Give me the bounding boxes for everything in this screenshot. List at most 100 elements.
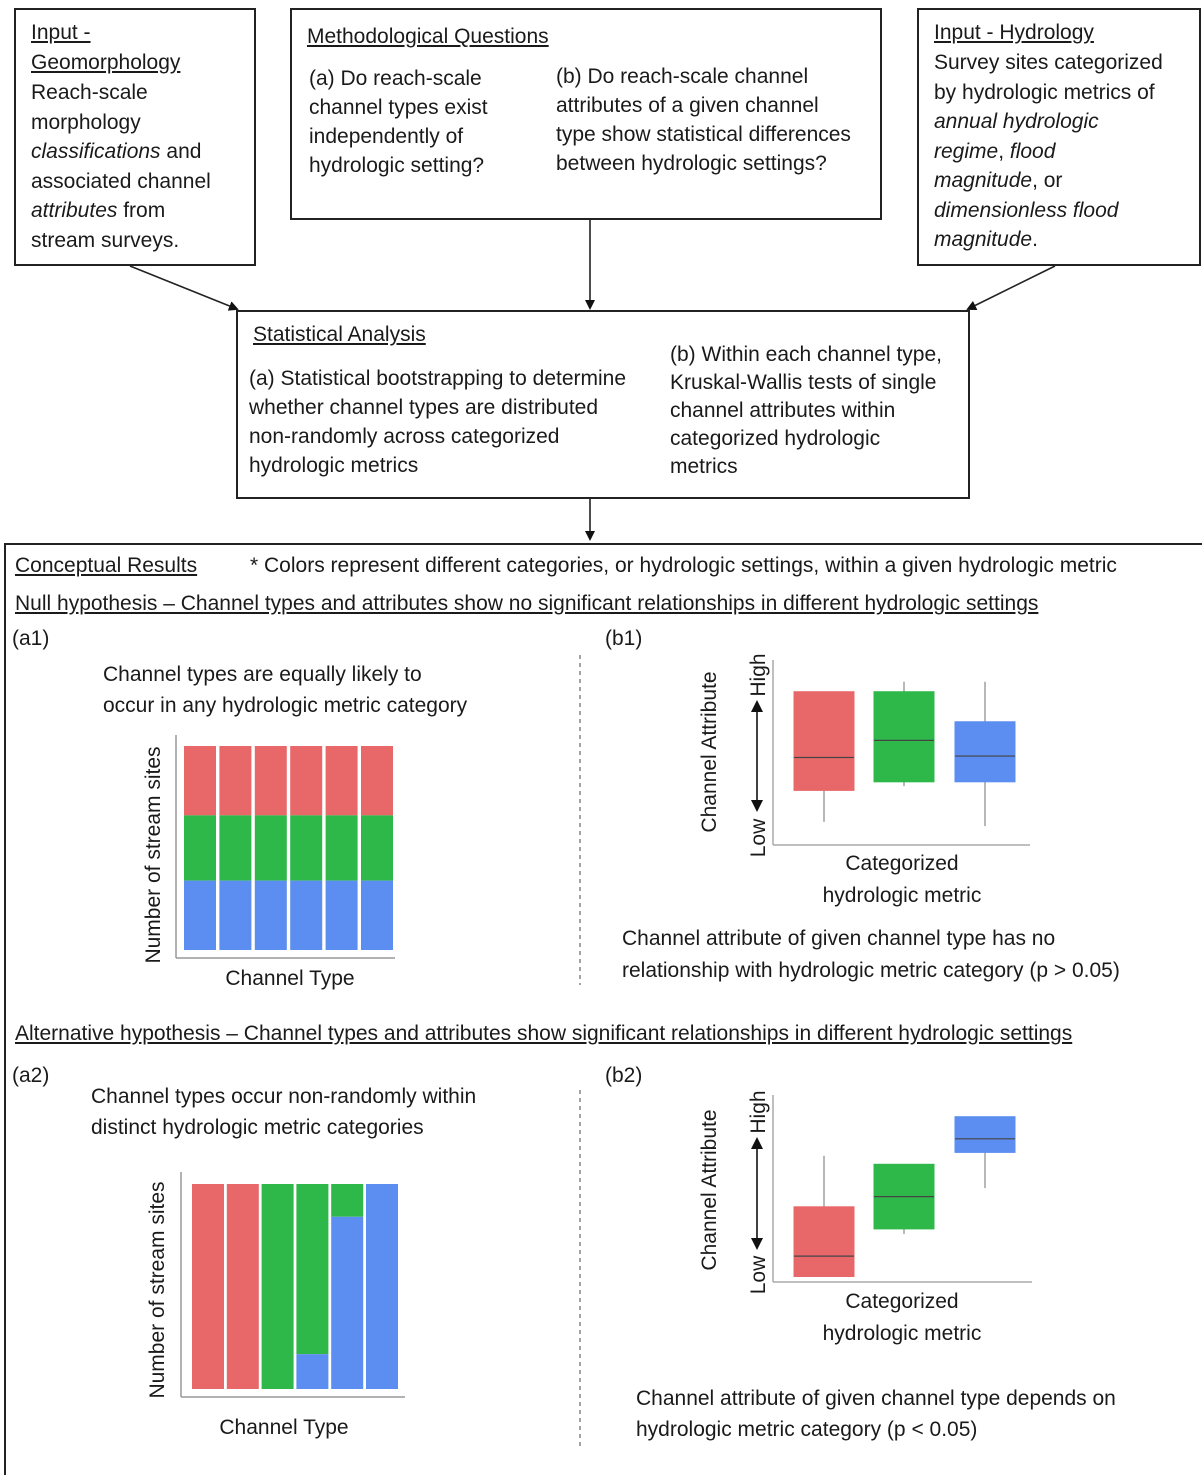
methodological-question_a-line: independently of	[309, 125, 464, 148]
methodological-question_a-line: channel types exist	[309, 96, 488, 119]
geomorphology-body-line: stream surveys.	[31, 228, 180, 252]
geomorphology-heading-1: Input -	[31, 21, 91, 44]
caption-b2-line1: Channel attribute of given channel type …	[636, 1387, 1116, 1410]
b2-arrow-up-icon	[751, 1137, 763, 1149]
geomorphology-heading-2: Geomorphology	[31, 51, 181, 74]
panel-tag-a1: (a1)	[12, 627, 50, 650]
statistical-analysis_b-line: categorized hydrologic	[670, 427, 881, 450]
statistical-analysis_b-line: metrics	[670, 455, 738, 478]
caption-b1-line2: relationship with hydrologic metric cate…	[622, 959, 1120, 982]
a2-bar-segment-red	[192, 1184, 224, 1389]
flow-arrows	[129, 220, 1056, 541]
a2-x-axis-label: Channel Type	[219, 1416, 348, 1439]
a1-bar-segment-blue	[219, 880, 252, 950]
hydrology-body-line: magnitude, or	[934, 169, 1063, 192]
hydrology-body-line: by hydrologic metrics of	[934, 80, 1155, 104]
a1-bar-segment-red	[290, 746, 323, 816]
caption-b2-line2: hydrologic metric category (p < 0.05)	[636, 1418, 978, 1441]
b1-x-axis-label: hydrologic metric	[823, 884, 982, 907]
b1-box-green	[873, 691, 935, 783]
statistical-analysis_b-line: (b) Within each channel type,	[670, 343, 942, 366]
geomorphology-input-box: Input - Geomorphology Reach-scale morphol…	[14, 8, 256, 266]
hydrology-input-box: Input - Hydrology Survey sites categoriz…	[917, 8, 1201, 266]
geomorphology-body-line: Reach-scale	[31, 81, 148, 104]
methodological-question_b-line: attributes of a given channel	[556, 94, 819, 117]
results-heading: Conceptual Results	[15, 554, 198, 577]
methodological-question_b-line: (b) Do reach-scale channel	[556, 65, 809, 88]
a1-bar-segment-green	[184, 815, 216, 881]
methodological-question_a-line: (a) Do reach-scale	[309, 67, 482, 90]
b2-x-axis-label: Categorized	[845, 1290, 958, 1313]
statistical-analysis_a-line: hydrologic metrics	[249, 454, 419, 477]
a1-bar-segment-green	[361, 815, 393, 881]
b1-box-blue	[954, 721, 1016, 783]
a1-bar-segment-blue	[325, 880, 358, 950]
null-hypothesis-heading: Null hypothesis – Channel types and attr…	[15, 592, 1039, 615]
b1-x-axis-label: Categorized	[845, 852, 958, 875]
a1-x-axis-label: Channel Type	[225, 967, 354, 990]
b1-y-axis-label: Channel Attribute	[698, 671, 721, 832]
a2-bar-segment-red	[226, 1184, 259, 1389]
b2-box-blue	[954, 1116, 1016, 1153]
a1-bar-segment-green	[219, 815, 252, 881]
a2-bar-segment-blue	[366, 1184, 398, 1389]
statistical-analysis_a-line: non-randomly across categorized	[249, 425, 560, 448]
a2-bar-segment-green	[331, 1184, 364, 1217]
statistical-analysis-box: Statistical Analysis (a) Statistical boo…	[236, 310, 970, 499]
methodological-question_a-line: hydrologic setting?	[309, 154, 485, 177]
geomorphology-body-line: classifications and	[31, 140, 202, 163]
statistical-analysis_a-line: (a) Statistical bootstrapping to determi…	[249, 367, 627, 390]
b1-arrow-down-icon	[751, 800, 763, 812]
hydrology-heading: Input - Hydrology	[934, 21, 1094, 44]
statistical-analysis_b-line: channel attributes within	[670, 399, 896, 422]
caption-b1-line1: Channel attribute of given channel type …	[622, 927, 1056, 950]
a1-y-axis-label: Number of stream sites	[142, 746, 165, 963]
a2-bar-segment-green	[296, 1184, 329, 1355]
a2-y-axis-label: Number of stream sites	[146, 1181, 169, 1398]
a1-bar-segment-blue	[254, 880, 287, 950]
b2-y-axis-label: Channel Attribute	[698, 1109, 721, 1270]
caption-a1-line1: Channel types are equally likely to	[103, 663, 422, 686]
a1-bar-segment-blue	[290, 880, 323, 950]
a1-bar-segment-green	[325, 815, 358, 881]
panel-tag-b2: (b2)	[605, 1064, 643, 1087]
statistical-heading: Statistical Analysis	[253, 323, 426, 346]
hydrology-body-line: annual hydrologic	[934, 110, 1099, 133]
a1-bar-segment-blue	[184, 880, 216, 950]
hydrology-body-line: dimensionless flood	[934, 198, 1119, 222]
b2-low-label: Low	[747, 1255, 770, 1294]
a1-bar-segment-green	[254, 815, 287, 881]
results-color-note: * Colors represent different categories,…	[250, 554, 1117, 577]
a1-bar-segment-red	[325, 746, 358, 816]
alt-hypothesis-heading: Alternative hypothesis – Channel types a…	[15, 1022, 1073, 1045]
geomorphology-body-line: associated channel	[31, 169, 211, 193]
b2-high-label: High	[747, 1090, 770, 1133]
hydrology-body-line: Survey sites categorized	[934, 51, 1163, 74]
hydrology-body-line: regime, flood	[934, 139, 1056, 163]
a1-bar-segment-red	[184, 746, 216, 816]
panel-tag-b1: (b1)	[605, 627, 643, 650]
caption-a2-line1: Channel types occur non-randomly within	[91, 1085, 477, 1108]
a1-bar-segment-green	[290, 815, 323, 881]
geomorphology-body-line: attributes from	[31, 199, 166, 222]
hydrology-body-line: magnitude.	[934, 228, 1038, 251]
methodological-heading: Methodological Questions	[307, 25, 549, 48]
statistical-analysis_b-line: Kruskal-Wallis tests of single	[670, 371, 937, 394]
a2-bar-segment-green	[261, 1184, 294, 1389]
caption-a2-line2: distinct hydrologic metric categories	[91, 1116, 424, 1139]
b2-arrow-down-icon	[751, 1238, 763, 1250]
caption-a1-line2: occur in any hydrologic metric category	[103, 694, 468, 717]
statistical-analysis_a-line: whether channel types are distributed	[249, 396, 599, 419]
methodological-question_b-line: type show statistical differences	[556, 123, 851, 146]
b1-box-red	[793, 691, 855, 791]
a2-bar-segment-blue	[296, 1354, 329, 1389]
arrow-hydrology-to-analysis	[966, 265, 1056, 310]
b2-box-red	[793, 1206, 855, 1278]
a2-bar-segment-blue	[331, 1216, 364, 1389]
b1-low-label: Low	[747, 818, 770, 857]
arrow-geomorphology-to-analysis	[129, 265, 239, 311]
a1-bar-segment-red	[219, 746, 252, 816]
b2-x-axis-label: hydrologic metric	[823, 1322, 982, 1345]
